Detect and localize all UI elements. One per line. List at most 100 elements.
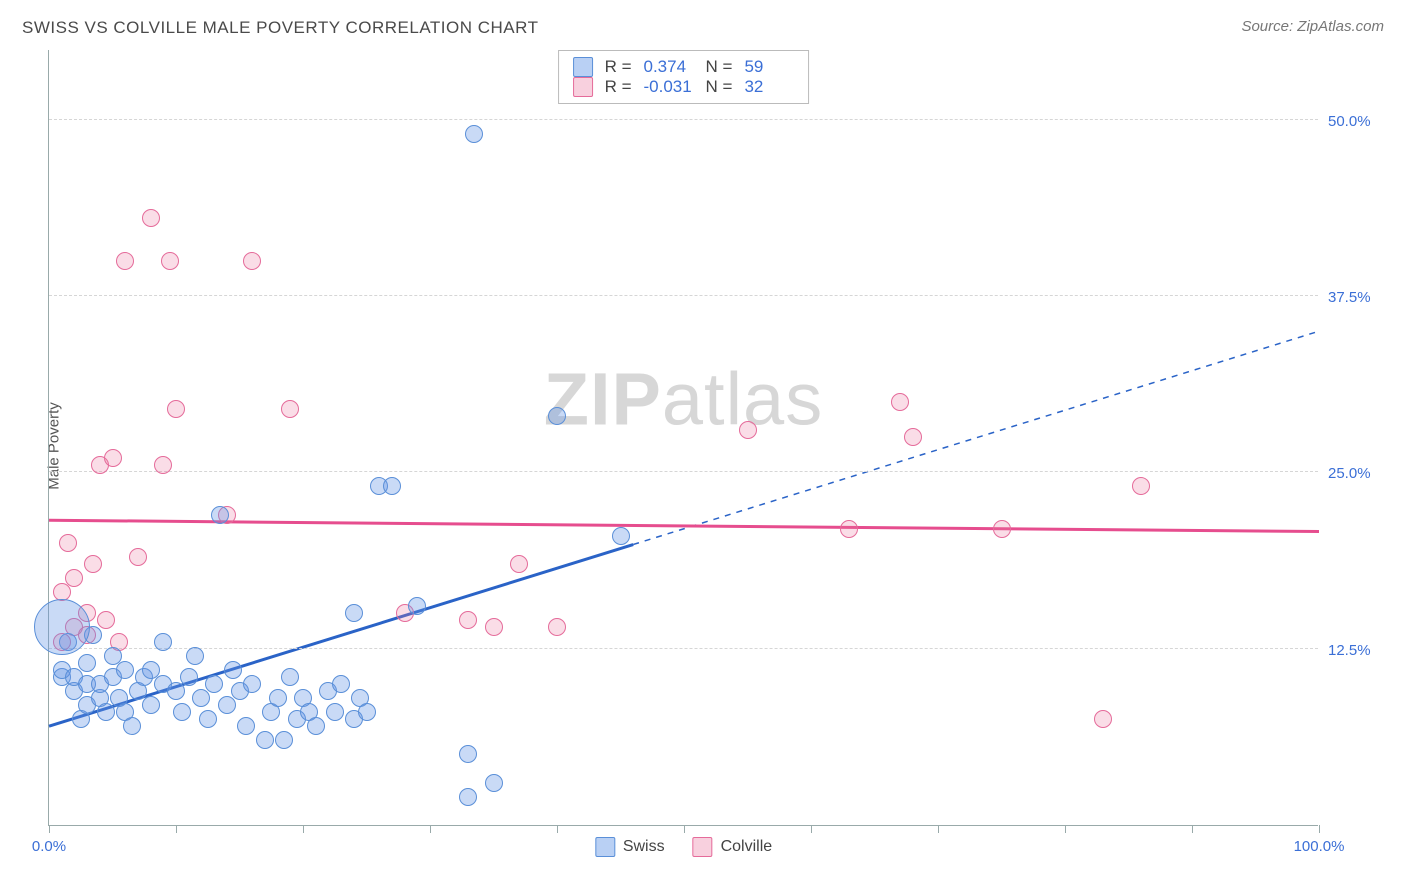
y-tick-label: 25.0%: [1328, 465, 1388, 482]
r-value-swiss: 0.374: [644, 57, 694, 77]
x-tick: [811, 825, 812, 833]
x-tick-label: 0.0%: [32, 838, 66, 855]
x-tick-label: 100.0%: [1294, 838, 1345, 855]
n-value-swiss: 59: [744, 57, 794, 77]
watermark-bold: ZIP: [544, 357, 662, 440]
data-point-colville: [1132, 477, 1150, 495]
swatch-colville-icon: [693, 837, 713, 857]
stats-row-swiss: R = 0.374 N = 59: [573, 57, 795, 77]
data-point-colville: [548, 618, 566, 636]
data-point-colville: [891, 393, 909, 411]
x-tick: [684, 825, 685, 833]
stats-row-colville: R = -0.031 N = 32: [573, 77, 795, 97]
data-point-colville: [510, 555, 528, 573]
y-tick-label: 50.0%: [1328, 113, 1388, 130]
gridline: [49, 471, 1318, 472]
data-point-swiss: [307, 717, 325, 735]
data-point-colville: [243, 252, 261, 270]
data-point-swiss: [612, 527, 630, 545]
gridline: [49, 119, 1318, 120]
data-point-swiss: [123, 717, 141, 735]
gridline: [49, 295, 1318, 296]
data-point-colville: [65, 569, 83, 587]
legend-label-colville: Colville: [721, 838, 773, 855]
watermark: ZIPatlas: [544, 356, 823, 441]
chart-title: SWISS VS COLVILLE MALE POVERTY CORRELATI…: [22, 18, 539, 38]
data-point-colville: [129, 548, 147, 566]
data-point-swiss: [459, 788, 477, 806]
data-point-swiss: [243, 675, 261, 693]
data-point-colville: [459, 611, 477, 629]
data-point-swiss: [275, 731, 293, 749]
x-tick: [557, 825, 558, 833]
data-point-swiss: [358, 703, 376, 721]
data-point-swiss: [173, 703, 191, 721]
data-point-swiss: [186, 647, 204, 665]
r-label: R =: [605, 77, 632, 97]
data-point-swiss: [332, 675, 350, 693]
swatch-swiss-icon: [573, 57, 593, 77]
data-point-colville: [167, 400, 185, 418]
data-point-swiss: [180, 668, 198, 686]
data-point-colville: [485, 618, 503, 636]
n-value-colville: 32: [744, 77, 794, 97]
data-point-colville: [84, 555, 102, 573]
legend-label-swiss: Swiss: [623, 838, 665, 855]
series-legend: Swiss Colville: [595, 837, 772, 857]
data-point-colville: [993, 520, 1011, 538]
x-tick: [49, 825, 50, 833]
data-point-colville: [104, 449, 122, 467]
data-point-colville: [281, 400, 299, 418]
source-label: Source: ZipAtlas.com: [1241, 18, 1384, 35]
data-point-colville: [904, 428, 922, 446]
data-point-colville: [1094, 710, 1112, 728]
data-point-swiss: [199, 710, 217, 728]
data-point-swiss: [34, 599, 90, 655]
y-tick-label: 12.5%: [1328, 642, 1388, 659]
x-tick: [176, 825, 177, 833]
data-point-colville: [739, 421, 757, 439]
n-label: N =: [706, 77, 733, 97]
swatch-swiss-icon: [595, 837, 615, 857]
data-point-swiss: [167, 682, 185, 700]
data-point-swiss: [237, 717, 255, 735]
trend-lines-svg: [49, 49, 1319, 825]
data-point-colville: [142, 209, 160, 227]
data-point-swiss: [78, 654, 96, 672]
data-point-swiss: [205, 675, 223, 693]
x-tick: [1192, 825, 1193, 833]
data-point-swiss: [485, 774, 503, 792]
data-point-swiss: [256, 731, 274, 749]
x-tick: [1065, 825, 1066, 833]
data-point-colville: [59, 534, 77, 552]
swatch-colville-icon: [573, 77, 593, 97]
data-point-swiss: [326, 703, 344, 721]
data-point-colville: [161, 252, 179, 270]
y-tick-label: 37.5%: [1328, 289, 1388, 306]
data-point-swiss: [142, 696, 160, 714]
data-point-swiss: [408, 597, 426, 615]
r-value-colville: -0.031: [644, 77, 694, 97]
data-point-swiss: [281, 668, 299, 686]
data-point-swiss: [218, 696, 236, 714]
data-point-colville: [840, 520, 858, 538]
r-label: R =: [605, 57, 632, 77]
x-tick: [303, 825, 304, 833]
gridline: [49, 648, 1318, 649]
data-point-swiss: [192, 689, 210, 707]
data-point-swiss: [459, 745, 477, 763]
data-point-colville: [154, 456, 172, 474]
data-point-colville: [97, 611, 115, 629]
n-label: N =: [706, 57, 733, 77]
data-point-swiss: [116, 661, 134, 679]
legend-item-colville: Colville: [693, 837, 773, 857]
data-point-swiss: [211, 506, 229, 524]
data-point-swiss: [345, 604, 363, 622]
x-tick: [430, 825, 431, 833]
data-point-swiss: [465, 125, 483, 143]
data-point-swiss: [548, 407, 566, 425]
trend-line-colville: [49, 520, 1319, 531]
data-point-swiss: [154, 633, 172, 651]
plot-area: ZIPatlas R = 0.374 N = 59 R = -0.031 N =…: [48, 50, 1318, 826]
data-point-swiss: [97, 703, 115, 721]
